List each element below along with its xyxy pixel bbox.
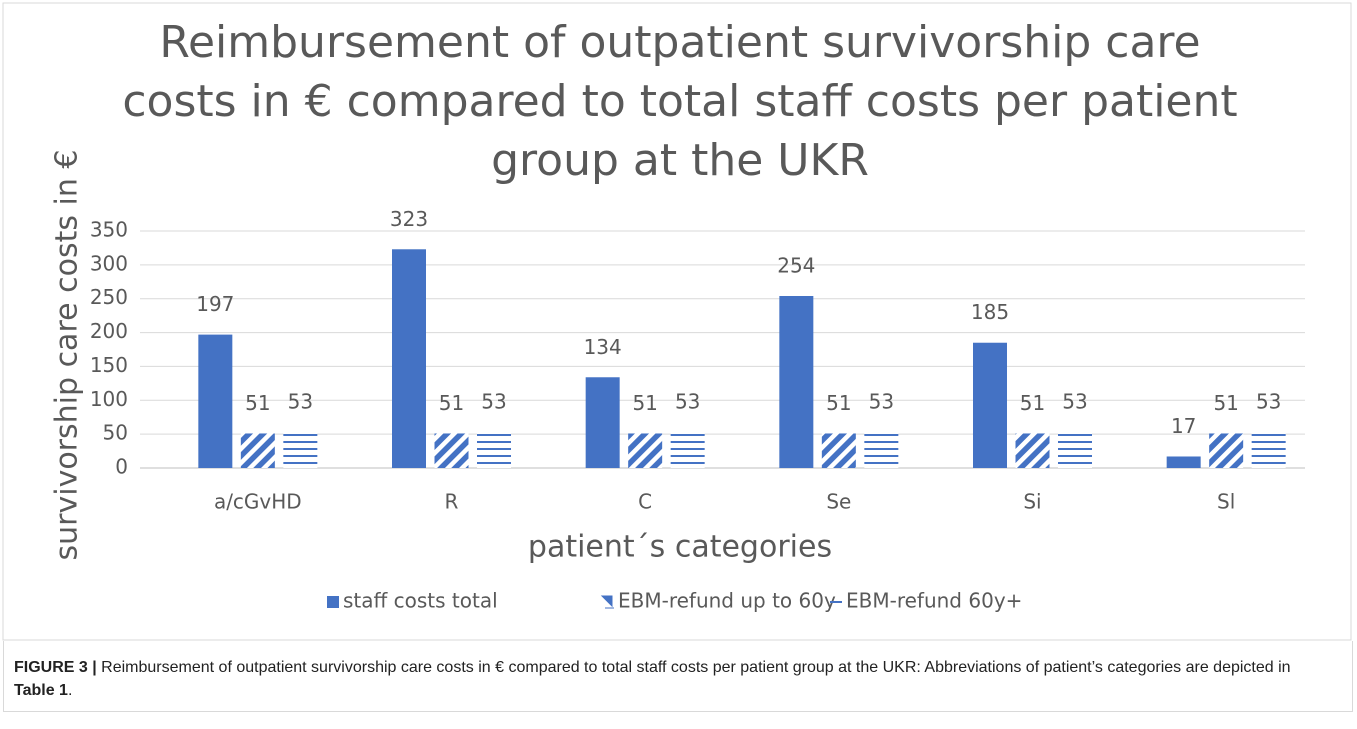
data-label: 53: [869, 390, 894, 414]
data-label: 254: [777, 254, 815, 278]
y-tick-label: 250: [90, 285, 128, 309]
caption-ref: Table 1: [14, 682, 68, 699]
chart-frame: [2, 2, 1352, 641]
data-label: 51: [1213, 391, 1238, 415]
legend-label: staff costs total: [343, 589, 498, 613]
chart-title: group at the UKR: [491, 135, 869, 186]
data-label: 51: [632, 391, 657, 415]
data-label: 134: [584, 335, 622, 359]
data-label: 197: [196, 292, 234, 316]
y-tick-label: 100: [90, 387, 128, 411]
chart-title: costs in € compared to total staff costs…: [122, 76, 1237, 127]
legend-label: EBM-refund up to 60y: [618, 589, 836, 613]
data-label: 53: [675, 390, 700, 414]
y-tick-label: 300: [90, 251, 128, 275]
data-label: 17: [1171, 414, 1196, 438]
legend-label: EBM-refund 60y+: [846, 589, 1022, 613]
bar: [198, 334, 233, 468]
caption-text: Reimbursement of outpatient survivorship…: [96, 659, 1291, 676]
y-tick-label: 50: [103, 421, 128, 445]
bar: [1058, 432, 1092, 468]
x-tick-label: C: [638, 490, 652, 514]
x-axis-title: patient´s categories: [528, 530, 832, 565]
y-axis-title: survivorship care costs in €: [50, 150, 85, 561]
legend-swatch: [327, 596, 339, 608]
caption-end: .: [67, 682, 73, 699]
bar: [628, 433, 663, 468]
data-label: 185: [971, 300, 1009, 324]
chart-title: Reimbursement of outpatient survivorship…: [159, 17, 1200, 68]
x-tick-label: R: [445, 490, 459, 514]
bar: [779, 296, 814, 468]
bar: [434, 433, 469, 468]
data-label: 51: [439, 391, 464, 415]
data-label: 51: [826, 391, 851, 415]
data-label: 51: [1020, 391, 1045, 415]
x-tick-label: Si: [1023, 490, 1041, 514]
caption-box: [3, 641, 1353, 712]
data-label: 51: [245, 391, 270, 415]
y-tick-label: 150: [90, 353, 128, 377]
data-label: 53: [288, 390, 313, 414]
bar: [1015, 433, 1050, 468]
bar: [670, 432, 705, 468]
bar: [1166, 456, 1201, 468]
bar: [477, 432, 511, 468]
bar: [973, 342, 1007, 468]
x-tick-label: a/cGvHD: [214, 490, 302, 514]
y-tick-label: 0: [115, 455, 128, 479]
bar: [1251, 432, 1286, 468]
bar: [1209, 433, 1244, 468]
bar: [864, 432, 899, 468]
x-tick-label: Sl: [1217, 490, 1235, 514]
y-tick-label: 350: [90, 218, 128, 242]
caption: FIGURE 3 | Reimbursement of outpatient s…: [14, 656, 1334, 702]
bar: [240, 433, 275, 468]
legend-swatch: [600, 595, 614, 609]
caption-label: FIGURE 3 |: [14, 659, 97, 676]
bar: [392, 249, 426, 468]
bar: [821, 433, 856, 468]
x-tick-label: Se: [826, 490, 851, 514]
y-tick-label: 200: [90, 319, 128, 343]
data-label: 53: [481, 390, 506, 414]
bar: [283, 432, 318, 468]
data-label: 53: [1062, 390, 1087, 414]
data-label: 53: [1256, 390, 1281, 414]
data-label: 323: [390, 207, 428, 231]
bar: [585, 377, 620, 468]
